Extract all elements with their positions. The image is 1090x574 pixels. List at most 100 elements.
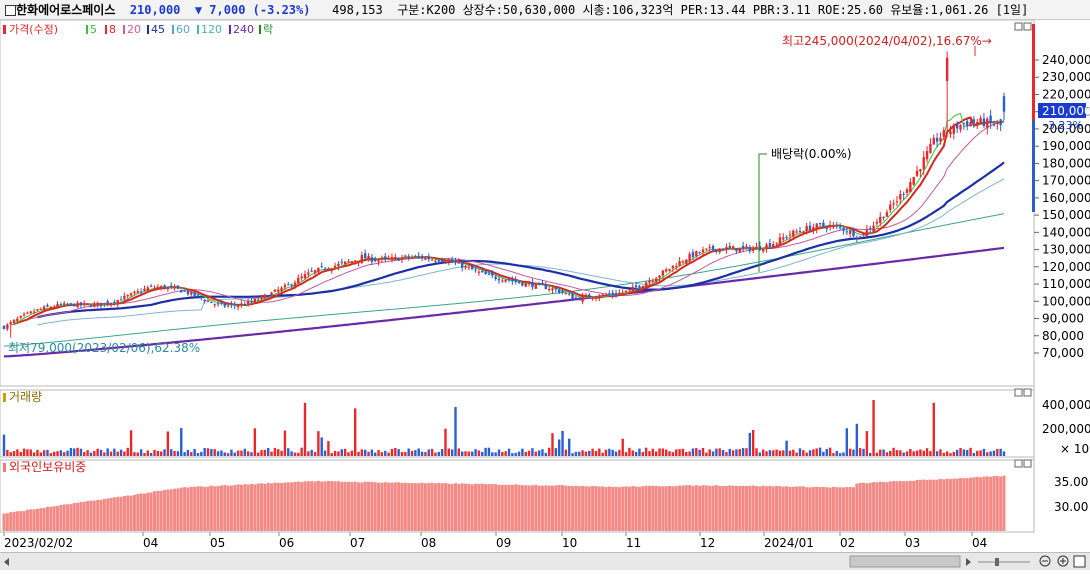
- volume-bar: [113, 448, 116, 456]
- candle-body: [367, 255, 370, 260]
- foreign-ratio-bar: [216, 486, 220, 531]
- volume-bar: [146, 450, 150, 456]
- candle-body: [872, 225, 875, 232]
- price-legend: 가격(수정) 5 8 20 45 60 120 240 락: [3, 23, 273, 36]
- scroll-right-icon[interactable]: [966, 558, 971, 566]
- volume-bar: [236, 450, 240, 456]
- foreign-ratio-bar: [243, 484, 247, 531]
- foreign-ratio-bar: [290, 482, 294, 531]
- foreign-ratio-bar: [758, 486, 762, 531]
- foreign-ratio-bar: [193, 486, 197, 531]
- volume-bar: [638, 448, 641, 456]
- foreign-ratio-bar: [56, 506, 60, 531]
- volume-minimize-icon[interactable]: [1014, 388, 1023, 397]
- foreign-ratio-bar: [935, 479, 939, 531]
- foreign-minimize-icon[interactable]: [1014, 459, 1023, 468]
- volume-bar: [942, 452, 945, 456]
- fit-view-icon[interactable]: [1073, 555, 1086, 568]
- stock-name[interactable]: 한화에어로스페이스: [16, 3, 116, 17]
- price-tick-label: 110,000: [1042, 277, 1090, 291]
- foreign-ratio-bar: [443, 483, 447, 531]
- volume-bar: [551, 433, 554, 456]
- foreign-ratio-bar: [5, 513, 9, 531]
- volume-bar: [19, 451, 22, 456]
- panel-minimize-icon[interactable]: [1014, 22, 1023, 31]
- foreign-ratio-bar: [550, 485, 554, 531]
- candle-body: [163, 285, 166, 289]
- foreign-ratio-bar: [437, 482, 441, 531]
- panel-close-icon[interactable]: [1023, 22, 1032, 31]
- price-panel[interactable]: [0, 20, 1035, 387]
- volume-bar: [12, 451, 16, 456]
- candle-body: [173, 286, 176, 289]
- foreign-ratio-bar: [490, 484, 494, 531]
- volume-bar: [477, 450, 481, 456]
- foreign-ratio-bar: [62, 504, 66, 531]
- window-checkbox[interactable]: [5, 5, 16, 16]
- foreign-ratio-bar: [668, 486, 672, 531]
- foreign-ratio-bar: [761, 485, 765, 531]
- candle-body: [788, 234, 792, 236]
- volume-bar: [658, 448, 661, 456]
- scroll-thumb[interactable]: [849, 555, 961, 568]
- scroll-left-icon[interactable]: [4, 558, 9, 566]
- candle-body: [966, 121, 969, 127]
- foreign-ratio-bar: [263, 483, 267, 531]
- volume-bar: [417, 448, 420, 456]
- candle-body: [474, 269, 477, 271]
- volume-bar: [277, 449, 280, 456]
- roe-value: ROE:25.60: [817, 3, 883, 17]
- foreign-ratio-bar: [868, 482, 872, 531]
- volume-bar: [394, 448, 397, 456]
- candle-body: [584, 295, 588, 297]
- price-tick-label: 170,000: [1042, 174, 1090, 188]
- volume-bar: [203, 448, 206, 456]
- volume-bar: [39, 452, 42, 456]
- volume-bar: [173, 450, 176, 456]
- foreign-ratio-bar: [52, 506, 56, 531]
- volume-panel[interactable]: [0, 389, 1035, 458]
- candle-body: [2, 325, 6, 329]
- volume-bar: [243, 448, 247, 456]
- chart-area[interactable]: 가격(수정) 5 8 20 45 60 120 240 락 최고245,000(…: [0, 20, 1090, 552]
- volume-bar: [149, 452, 153, 456]
- volume-bar: [678, 449, 681, 456]
- market-class: 구분:K200: [397, 3, 456, 17]
- volume-bar: [929, 451, 932, 456]
- volume-value: 498,153: [332, 3, 383, 17]
- candle-body: [66, 303, 69, 305]
- volume-bar: [945, 451, 949, 456]
- foreign-ratio-bar: [15, 511, 19, 531]
- chart-scrollbar[interactable]: [0, 552, 1090, 570]
- candle-body: [323, 268, 327, 270]
- candle-body: [862, 234, 865, 236]
- foreign-ratio-bar: [270, 483, 274, 531]
- candle-body: [541, 282, 544, 286]
- candle-body: [460, 262, 464, 268]
- candle-body: [414, 255, 417, 257]
- zoom-out-icon[interactable]: [1039, 555, 1051, 567]
- volume-bar: [932, 402, 935, 456]
- candle-body: [283, 285, 287, 288]
- volume-bar: [745, 448, 748, 456]
- candle-body: [450, 259, 454, 263]
- candle-body: [675, 266, 678, 268]
- foreign-ratio-bar: [96, 499, 100, 531]
- volume-bar: [263, 449, 267, 456]
- foreign-close-icon[interactable]: [1023, 459, 1032, 468]
- foreign-ratio-bar: [260, 483, 264, 531]
- foreign-ratio-bar: [718, 485, 722, 531]
- candle-body: [728, 245, 731, 248]
- x-axis-label: 03: [905, 536, 920, 550]
- zoom-in-icon[interactable]: [1057, 555, 1069, 567]
- candle-body: [471, 265, 474, 270]
- candle-body: [885, 212, 889, 217]
- volume-bar: [598, 448, 601, 456]
- foreign-ratio-bar: [296, 481, 300, 531]
- volume-bar: [845, 428, 849, 456]
- volume-close-icon[interactable]: [1023, 388, 1032, 397]
- candle-body: [297, 277, 300, 284]
- period-selector[interactable]: [1일]: [995, 3, 1029, 17]
- foreign-ratio-bar: [534, 484, 538, 531]
- foreign-ratio-bar: [918, 479, 922, 531]
